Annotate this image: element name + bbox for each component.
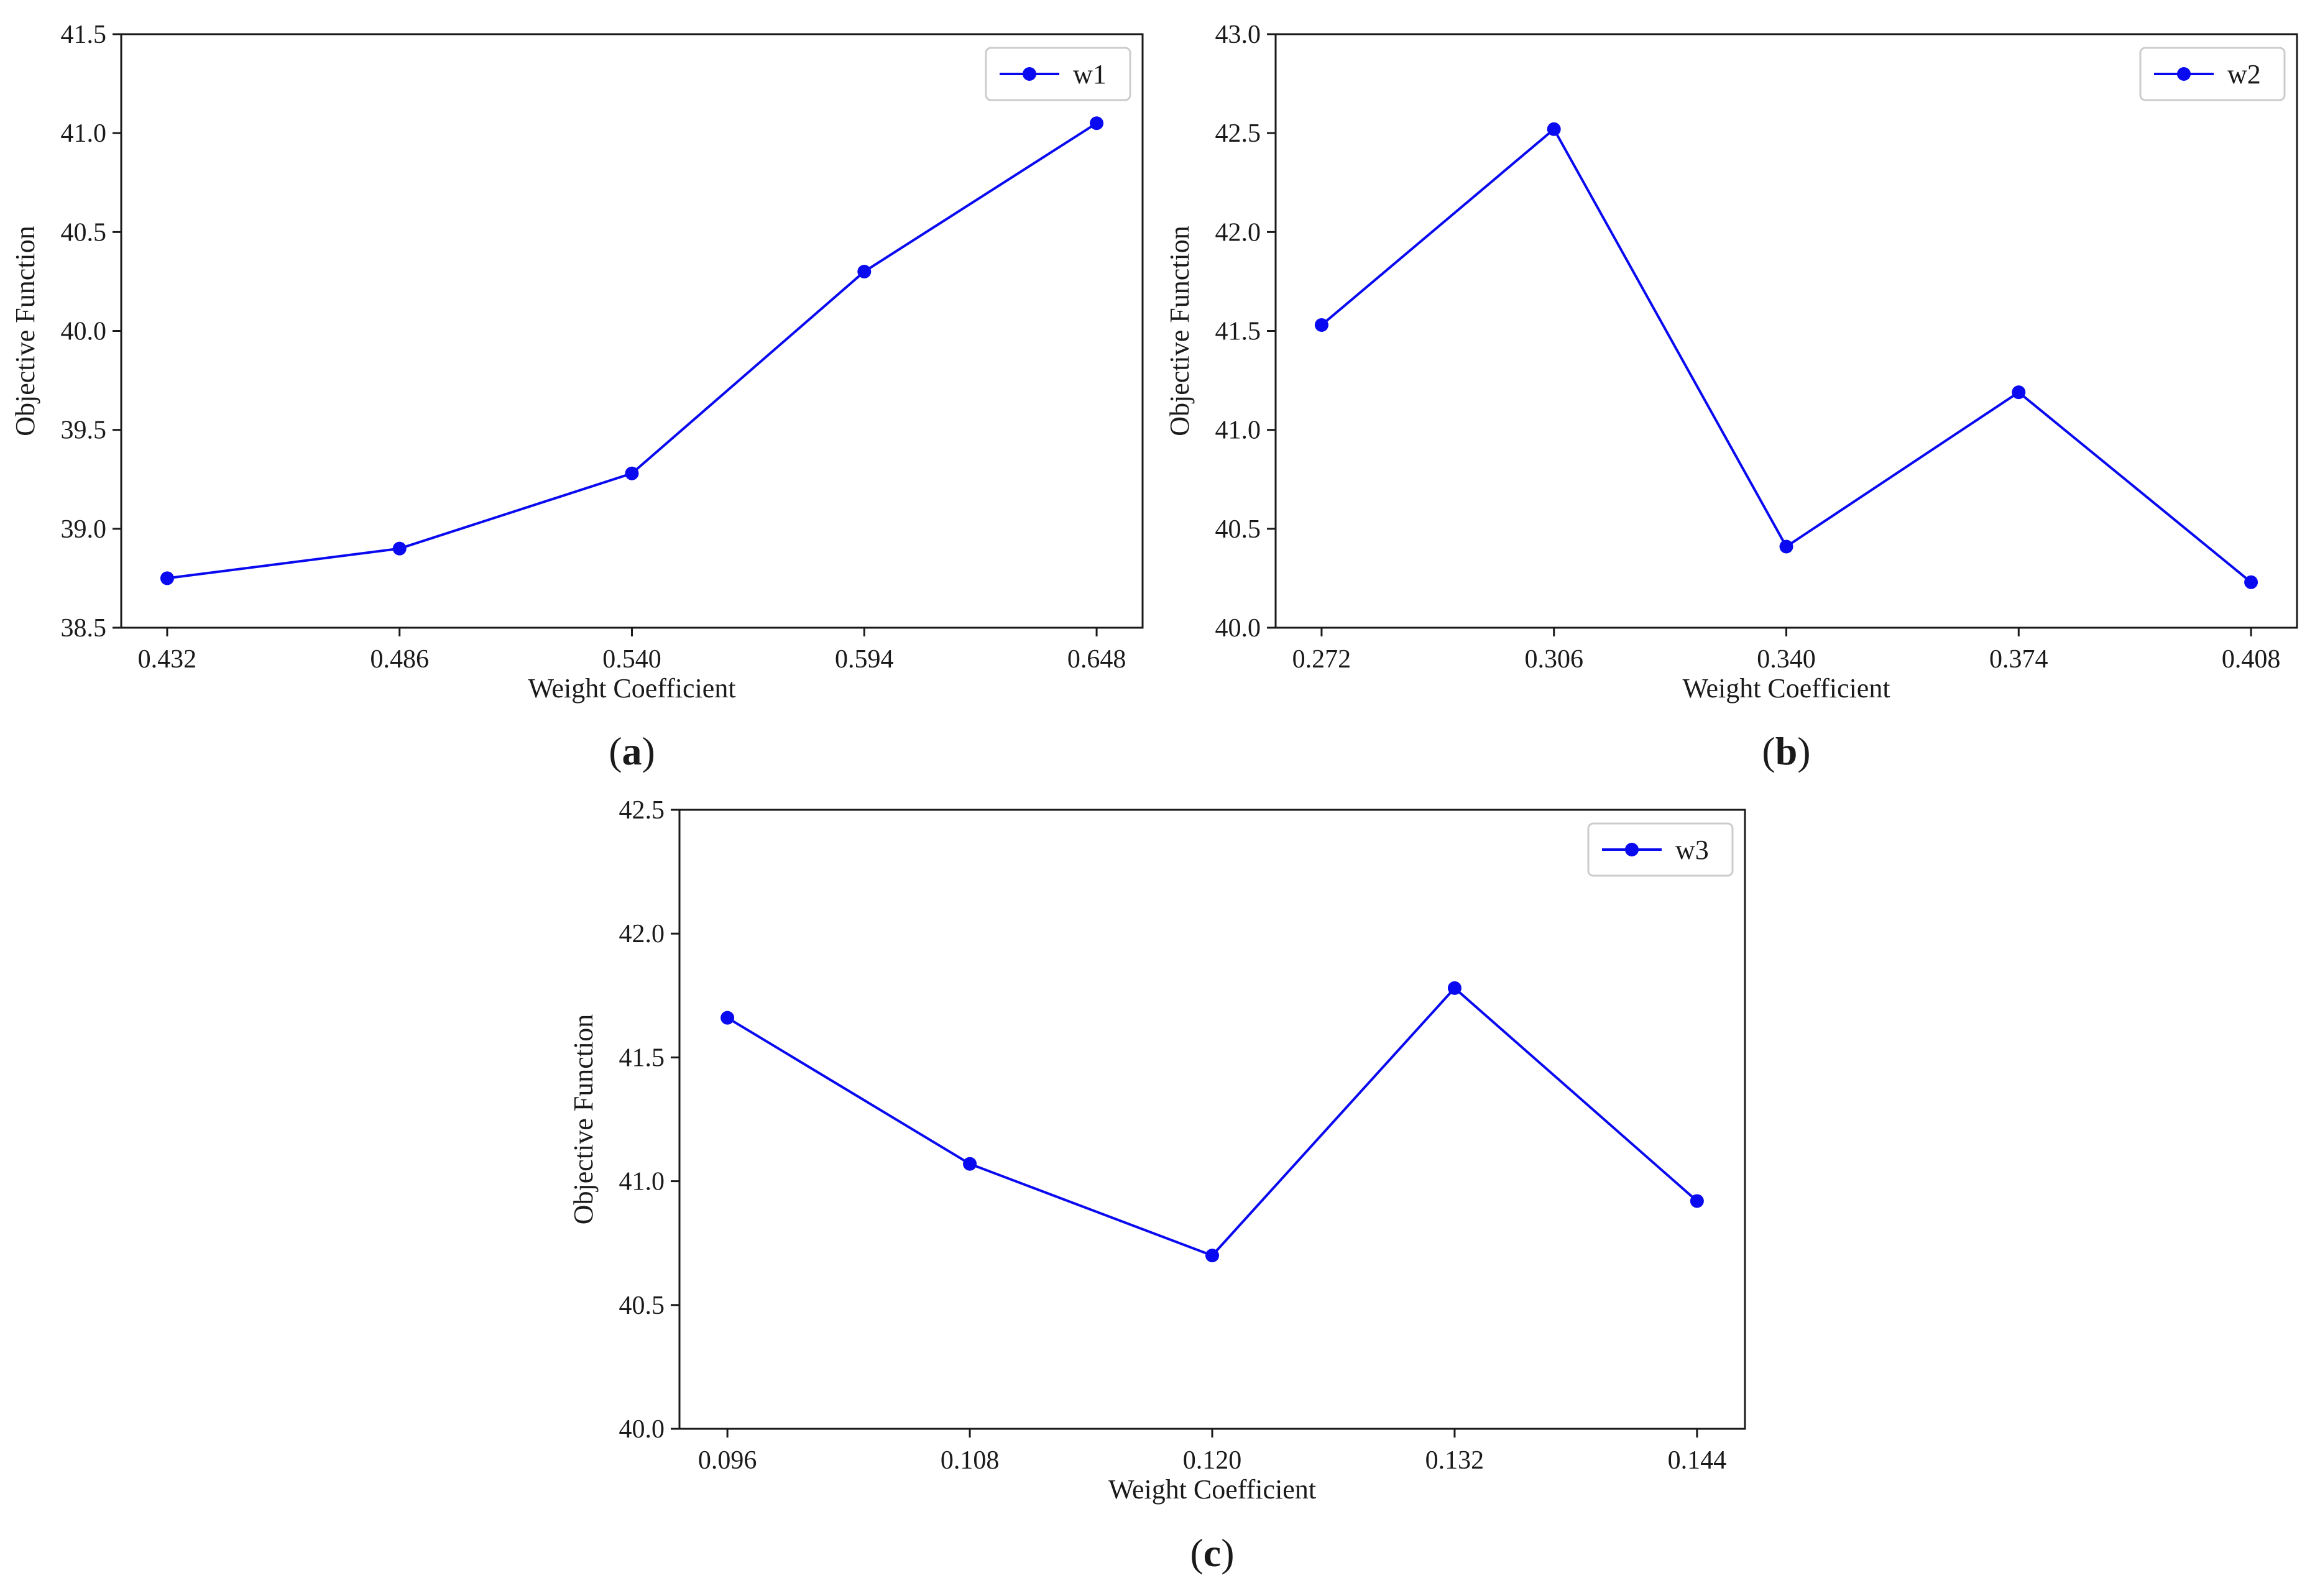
x-tick-label: 0.374 <box>1989 645 2048 674</box>
y-tick-label: 40.0 <box>619 1415 665 1444</box>
legend-label: w3 <box>1675 835 1709 865</box>
y-tick-label: 39.0 <box>61 515 107 544</box>
x-axis-label: Weight Coefficient <box>1108 1474 1316 1505</box>
x-tick-label: 0.408 <box>2222 645 2281 674</box>
y-tick-label: 41.0 <box>61 119 107 148</box>
data-point <box>720 1011 735 1025</box>
series-line-w3 <box>727 986 1698 1257</box>
y-tick-label: 41.5 <box>1215 318 1261 346</box>
x-tick-label: 0.306 <box>1524 645 1583 674</box>
data-point <box>2244 575 2258 589</box>
y-tick-label: 39.5 <box>61 416 107 445</box>
x-tick-label: 0.108 <box>941 1446 1000 1475</box>
data-point <box>1090 116 1104 131</box>
data-point <box>625 466 639 480</box>
legend-marker <box>1023 67 1036 81</box>
y-tick-label: 40.0 <box>61 318 107 346</box>
data-point <box>160 571 174 585</box>
chart-panel-a: 38.5 39.0 39.5 40.0 40.5 41.0 41.5 0.432 0.486 0.… <box>10 21 1144 773</box>
x-tick-label: 0.648 <box>1067 645 1126 674</box>
chart-panel-c: 40.0 40.5 41.0 41.5 42.0 42.5 0.096 0.108 0.120 0… <box>568 796 1746 1575</box>
x-tick-label: 0.144 <box>1668 1446 1727 1475</box>
y-tick-label: 41.5 <box>61 21 107 49</box>
x-tick-label: 0.340 <box>1757 645 1816 674</box>
y-tick-label: 40.5 <box>1215 515 1261 544</box>
panel-label: (b) <box>1762 729 1810 773</box>
y-tick-label: 42.0 <box>1215 218 1261 247</box>
x-tick-label: 0.096 <box>698 1446 757 1475</box>
y-tick-label: 40.5 <box>619 1291 665 1320</box>
y-tick-label: 42.5 <box>619 796 665 825</box>
legend-marker <box>1625 843 1639 856</box>
x-axis-label: Weight Coefficient <box>1682 673 1890 704</box>
panel-label: (a) <box>609 729 655 773</box>
series-line-w2 <box>1320 127 2252 584</box>
data-point <box>392 541 407 556</box>
series-line-w1 <box>167 122 1098 580</box>
data-point <box>2012 385 2026 400</box>
y-tick-label: 41.0 <box>619 1168 665 1196</box>
data-point <box>857 265 872 278</box>
x-tick-label: 0.432 <box>138 645 197 674</box>
x-tick-label: 0.486 <box>370 645 429 674</box>
data-point <box>1314 318 1328 332</box>
y-axis-label: Objective Function <box>1164 226 1195 436</box>
x-tick-label: 0.540 <box>602 645 661 674</box>
y-axis-label: Objective Function <box>10 226 40 436</box>
plot-frame <box>1274 33 2298 629</box>
chart-panel-b: 40.0 40.5 41.0 41.5 42.0 42.5 43.0 0.272 0.306 0.… <box>1164 21 2298 773</box>
data-point <box>963 1157 977 1171</box>
panel-letter: a <box>622 729 642 773</box>
data-point <box>1779 539 1793 554</box>
panel-label: (c) <box>1190 1531 1234 1575</box>
legend-marker <box>2177 67 2191 81</box>
plot-frame <box>678 809 1746 1430</box>
plot-frame <box>120 33 1144 629</box>
y-tick-label: 42.0 <box>619 920 665 948</box>
x-axis-label: Weight Coefficient <box>528 673 735 704</box>
y-tick-label: 40.0 <box>1215 614 1261 643</box>
legend-label: w1 <box>1073 59 1107 89</box>
x-tick-label: 0.272 <box>1292 645 1351 674</box>
panel-letter: c <box>1204 1531 1221 1575</box>
y-tick-label: 43.0 <box>1215 21 1261 49</box>
y-tick-label: 41.0 <box>1215 416 1261 445</box>
y-tick-label: 41.5 <box>619 1043 665 1072</box>
y-tick-label: 40.5 <box>61 218 107 247</box>
data-point <box>1690 1194 1704 1208</box>
panel-letter: b <box>1775 729 1798 773</box>
x-tick-label: 0.594 <box>835 645 894 674</box>
y-tick-label: 42.5 <box>1215 119 1261 148</box>
x-tick-label: 0.132 <box>1425 1446 1485 1475</box>
y-axis-label: Objective Function <box>568 1014 599 1225</box>
y-tick-label: 38.5 <box>61 614 107 643</box>
data-point <box>1547 122 1561 136</box>
x-tick-label: 0.120 <box>1183 1446 1242 1475</box>
data-point <box>1205 1249 1219 1263</box>
data-point <box>1447 981 1462 995</box>
legend-label: w2 <box>2227 59 2261 89</box>
